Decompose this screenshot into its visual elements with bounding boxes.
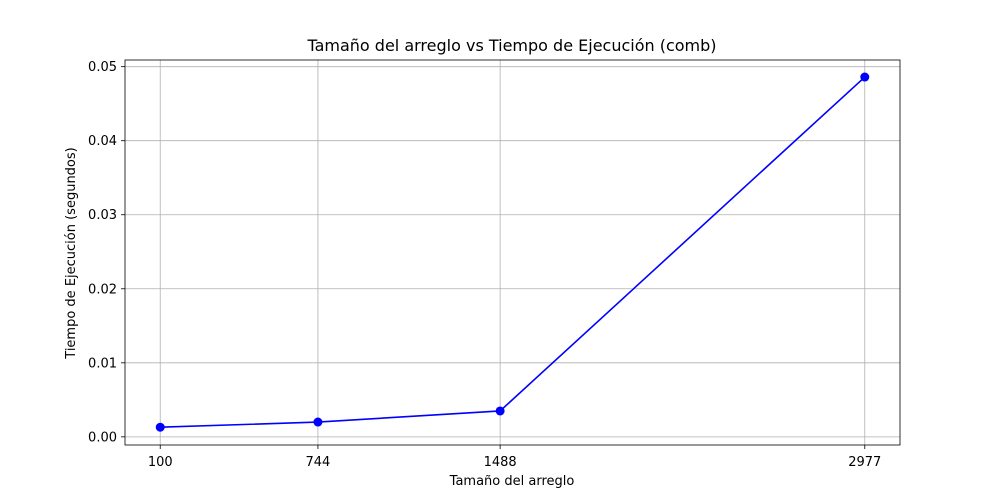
data-series — [155, 72, 870, 432]
y-tick-label: 0.05 — [88, 60, 117, 75]
data-point — [155, 422, 165, 432]
data-point — [495, 406, 505, 416]
plot-frame — [124, 59, 901, 446]
chart-title: Tamaño del arreglo vs Tiempo de Ejecució… — [306, 36, 716, 55]
x-tick-label: 2977 — [848, 455, 881, 470]
y-tick-label: 0.04 — [88, 134, 117, 149]
x-tick-label: 1488 — [484, 455, 517, 470]
y-tick-label: 0.01 — [88, 356, 117, 371]
y-tick-label: 0.00 — [88, 430, 117, 445]
y-tick-label: 0.02 — [88, 282, 117, 297]
grid-lines — [125, 60, 900, 445]
tick-labels: 100 744 1488 2977 0.00 0.01 0.02 0.03 0.04 0.05 — [88, 60, 881, 470]
y-tick-label: 0.03 — [88, 208, 117, 223]
x-axis-label: Tamaño del arreglo — [449, 474, 575, 489]
x-tick-label: 744 — [306, 455, 331, 470]
data-point — [313, 417, 323, 427]
data-point — [860, 72, 870, 82]
x-tick-label: 100 — [148, 455, 173, 470]
series-line — [160, 76, 866, 429]
y-axis-label: Tiempo de Ejecución (segundos) — [64, 147, 79, 359]
axes — [121, 59, 901, 449]
